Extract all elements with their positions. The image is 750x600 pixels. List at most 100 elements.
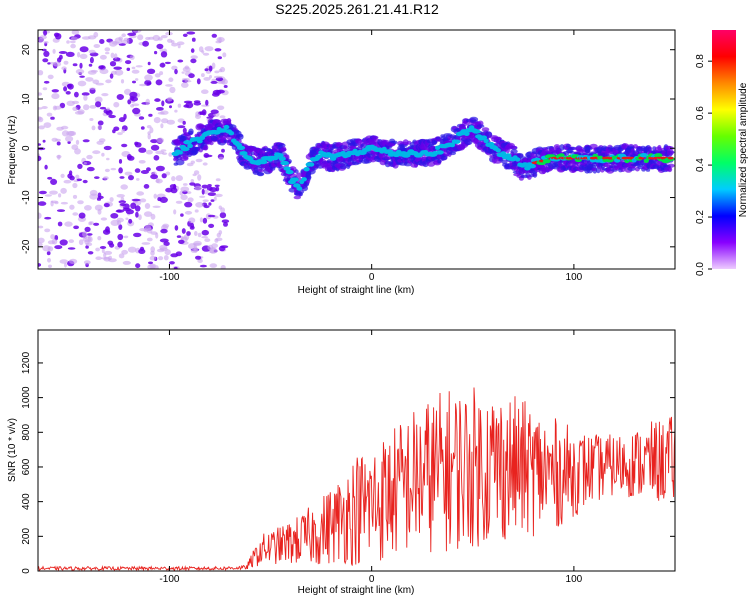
noise-point (118, 224, 123, 231)
noise-point (123, 37, 130, 42)
x-tick-label: -100 (159, 574, 179, 585)
noise-point (190, 48, 195, 53)
noise-point (51, 93, 60, 100)
noise-point (121, 249, 128, 255)
noise-point (201, 188, 205, 195)
noise-point (201, 236, 209, 239)
noise-point (81, 36, 91, 40)
noise-point (137, 34, 144, 41)
noise-point (117, 132, 123, 136)
noise-point (168, 152, 173, 157)
noise-point (113, 101, 120, 108)
noise-point (60, 173, 65, 178)
noise-point (218, 230, 223, 235)
ridge-point (301, 185, 308, 192)
colorbar-gradient (712, 30, 736, 269)
noise-point (207, 214, 216, 218)
noise-point (202, 162, 208, 166)
ridge-point (392, 140, 398, 145)
noise-point (207, 184, 212, 187)
noise-point (75, 174, 80, 179)
ridge-point (226, 120, 232, 125)
noise-point (140, 170, 149, 174)
noise-point (118, 167, 123, 174)
noise-point (91, 125, 96, 131)
noise-point (105, 79, 112, 84)
ridge-core-point (239, 151, 248, 156)
noise-point (78, 212, 86, 219)
noise-point (58, 193, 62, 198)
spectrogram-x-ticks: -100 0 100 (159, 30, 583, 283)
noise-point (153, 155, 160, 161)
noise-point (156, 107, 164, 111)
noise-point (97, 120, 104, 126)
noise-point (211, 33, 217, 38)
noise-point (94, 204, 103, 211)
colorbar-tick-label: 0.2 (695, 210, 706, 224)
noise-point (101, 93, 109, 97)
y-tick-label: -20 (21, 239, 32, 254)
ridge-point (476, 124, 485, 128)
noise-point (114, 69, 124, 76)
noise-point (174, 225, 179, 231)
noise-point (68, 170, 73, 176)
snr-x-ticks: -100 0 100 (159, 330, 583, 585)
noise-point (114, 37, 123, 44)
noise-point (215, 178, 221, 182)
noise-point (155, 79, 163, 86)
colorbar-tick-label: 0.4 (695, 158, 706, 172)
noise-point (41, 106, 48, 109)
ridge-core-point (183, 140, 193, 145)
noise-point (186, 31, 196, 35)
noise-point (125, 217, 129, 220)
noise-point (157, 111, 165, 115)
noise-point (113, 126, 120, 132)
noise-point (123, 235, 129, 239)
noise-point (103, 176, 109, 180)
noise-point (47, 62, 51, 65)
noise-point (121, 143, 128, 148)
noise-point (86, 154, 93, 160)
noise-point (128, 175, 134, 181)
noise-point (214, 48, 222, 52)
noise-point (195, 111, 200, 117)
noise-point (98, 65, 104, 70)
noise-point (204, 46, 214, 52)
noise-point (153, 193, 158, 199)
noise-point (159, 244, 168, 250)
ridge-point (636, 146, 643, 153)
noise-point (180, 213, 184, 217)
noise-point (38, 70, 44, 76)
noise-point (153, 117, 161, 124)
noise-point (175, 175, 183, 182)
noise-point (108, 258, 117, 263)
ridge-point (355, 138, 362, 145)
ridge-core-point (177, 150, 183, 155)
noise-point (114, 53, 118, 59)
noise-point (117, 233, 124, 241)
ridge-point (481, 127, 490, 132)
y-tick-label: 1000 (21, 386, 32, 409)
ridge-core-point (654, 153, 663, 158)
noise-point (38, 212, 42, 219)
noise-point (135, 65, 143, 68)
noise-point (94, 176, 100, 180)
noise-point (75, 139, 80, 145)
noise-point (104, 168, 110, 173)
noise-point (58, 51, 68, 54)
noise-point (215, 40, 222, 44)
noise-point (166, 119, 175, 125)
noise-point (132, 80, 136, 84)
noise-point (170, 40, 175, 44)
noise-point (122, 260, 131, 265)
ridge-core-point (449, 142, 456, 148)
ridge-point (591, 167, 597, 172)
noise-point (149, 255, 157, 261)
noise-point (152, 34, 160, 42)
noise-point (95, 247, 100, 252)
noise-point (88, 49, 96, 54)
noise-point (50, 178, 58, 185)
noise-point (47, 176, 53, 180)
noise-point (204, 154, 213, 158)
noise-point (44, 194, 52, 197)
